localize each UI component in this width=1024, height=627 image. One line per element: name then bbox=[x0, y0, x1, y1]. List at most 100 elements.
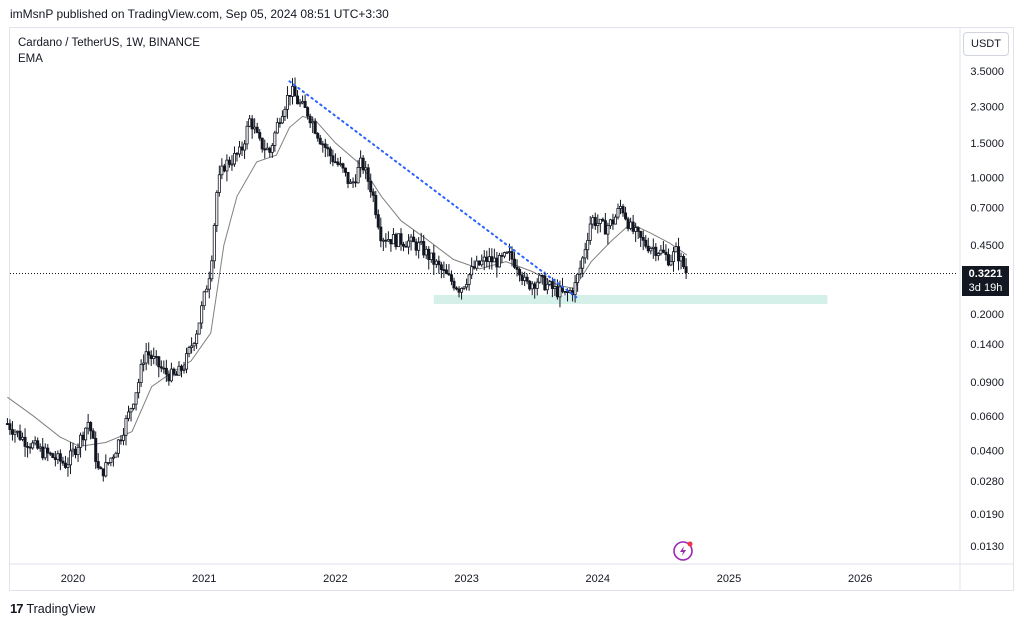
candle-body bbox=[409, 236, 413, 242]
candle-body bbox=[424, 248, 428, 256]
candle-body bbox=[23, 436, 27, 447]
candle-body bbox=[613, 216, 617, 225]
candle-body bbox=[371, 191, 375, 196]
candle-body bbox=[33, 440, 37, 444]
candle-body bbox=[74, 448, 78, 456]
candle-body bbox=[58, 453, 62, 462]
candle-body bbox=[538, 274, 542, 283]
candle-body bbox=[391, 234, 395, 245]
candle-body bbox=[596, 223, 600, 227]
candle-body bbox=[429, 252, 433, 260]
candle-body bbox=[641, 237, 645, 241]
candle-body bbox=[205, 288, 209, 293]
candle-body bbox=[470, 266, 474, 276]
candle-body bbox=[624, 212, 628, 220]
candle-body bbox=[321, 143, 325, 146]
candle-body bbox=[89, 422, 93, 432]
symbol-label[interactable]: Cardano / TetherUS, 1W, BINANCE bbox=[18, 37, 200, 49]
trendline-layer bbox=[288, 80, 580, 300]
candle-body bbox=[63, 462, 67, 468]
candle-body bbox=[563, 291, 567, 293]
candle-body bbox=[364, 167, 368, 171]
candle-body bbox=[525, 276, 529, 282]
candle-body bbox=[10, 429, 14, 435]
candle-body bbox=[465, 283, 469, 288]
candle-body bbox=[26, 446, 30, 448]
ema-layer bbox=[7, 115, 688, 447]
candle-body bbox=[621, 206, 625, 214]
candle-body bbox=[243, 143, 247, 151]
candle-body bbox=[217, 174, 221, 193]
candle-body bbox=[386, 239, 390, 242]
candle-body bbox=[593, 217, 597, 227]
chart-frame[interactable] bbox=[9, 27, 1014, 591]
candle-body bbox=[591, 217, 595, 225]
candle-body bbox=[346, 171, 350, 184]
candle-body bbox=[545, 283, 549, 291]
footer-brand[interactable]: 17 TradingView bbox=[10, 601, 95, 616]
candle-body bbox=[265, 147, 269, 151]
candle-body bbox=[326, 147, 330, 150]
candle-body bbox=[523, 276, 527, 281]
candle-body bbox=[460, 288, 464, 293]
candle-body bbox=[573, 282, 577, 296]
candle-body bbox=[651, 246, 655, 249]
currency-scale-button[interactable]: USDT bbox=[963, 32, 1009, 56]
candle-body bbox=[111, 456, 115, 459]
candle-body bbox=[76, 446, 80, 456]
candle-body bbox=[61, 460, 65, 464]
candle-body bbox=[432, 252, 436, 265]
candle-body bbox=[412, 236, 416, 243]
candle-body bbox=[5, 423, 9, 425]
candle-body bbox=[568, 290, 572, 293]
candle-body bbox=[121, 434, 125, 441]
candle-body bbox=[202, 291, 206, 307]
candle-body bbox=[222, 165, 226, 172]
candle-body bbox=[238, 146, 242, 155]
candle-body bbox=[101, 468, 105, 477]
candle-body bbox=[275, 122, 279, 134]
candle-body bbox=[81, 434, 85, 441]
candle-body bbox=[149, 354, 153, 359]
candle-body bbox=[472, 266, 476, 269]
candle-body bbox=[311, 121, 315, 124]
candle-body bbox=[656, 253, 660, 256]
candle-body bbox=[313, 121, 317, 134]
candle-body bbox=[134, 392, 138, 405]
time-tick-label: 2021 bbox=[192, 573, 216, 585]
candle-body bbox=[13, 431, 17, 435]
candle-body bbox=[316, 133, 320, 139]
lightning-icon[interactable] bbox=[673, 541, 693, 561]
candle-body bbox=[169, 368, 173, 382]
time-axis: 2020 2021 2022 2023 2024 2025 2026 bbox=[61, 573, 873, 585]
candle-body bbox=[603, 220, 607, 235]
bar-countdown: 3d 19h bbox=[968, 281, 1003, 294]
candle-body bbox=[106, 462, 110, 464]
candle-body bbox=[190, 345, 194, 348]
candle-body bbox=[422, 241, 426, 256]
candle-body bbox=[323, 143, 327, 148]
candle-body bbox=[452, 280, 456, 289]
candle-body bbox=[8, 423, 12, 430]
indicator-label[interactable]: EMA bbox=[18, 53, 43, 65]
candle-body bbox=[677, 246, 681, 262]
candle-body bbox=[51, 453, 55, 459]
candle-body bbox=[41, 446, 45, 459]
candle-body bbox=[21, 436, 25, 440]
candle-body bbox=[550, 281, 554, 290]
candle-body bbox=[56, 453, 60, 460]
trendline[interactable] bbox=[288, 80, 580, 300]
candle-body bbox=[394, 234, 398, 248]
support-zone-rect[interactable] bbox=[433, 295, 828, 304]
candle-body bbox=[116, 439, 120, 454]
candle-body bbox=[485, 256, 489, 262]
time-tick-label: 2020 bbox=[61, 573, 85, 585]
candle-body bbox=[43, 447, 47, 459]
candle-body bbox=[68, 450, 72, 466]
candle-body bbox=[543, 275, 547, 291]
candle-body bbox=[505, 251, 509, 254]
candle-body bbox=[119, 439, 123, 442]
candle-body bbox=[318, 137, 322, 145]
candle-body bbox=[598, 218, 602, 224]
